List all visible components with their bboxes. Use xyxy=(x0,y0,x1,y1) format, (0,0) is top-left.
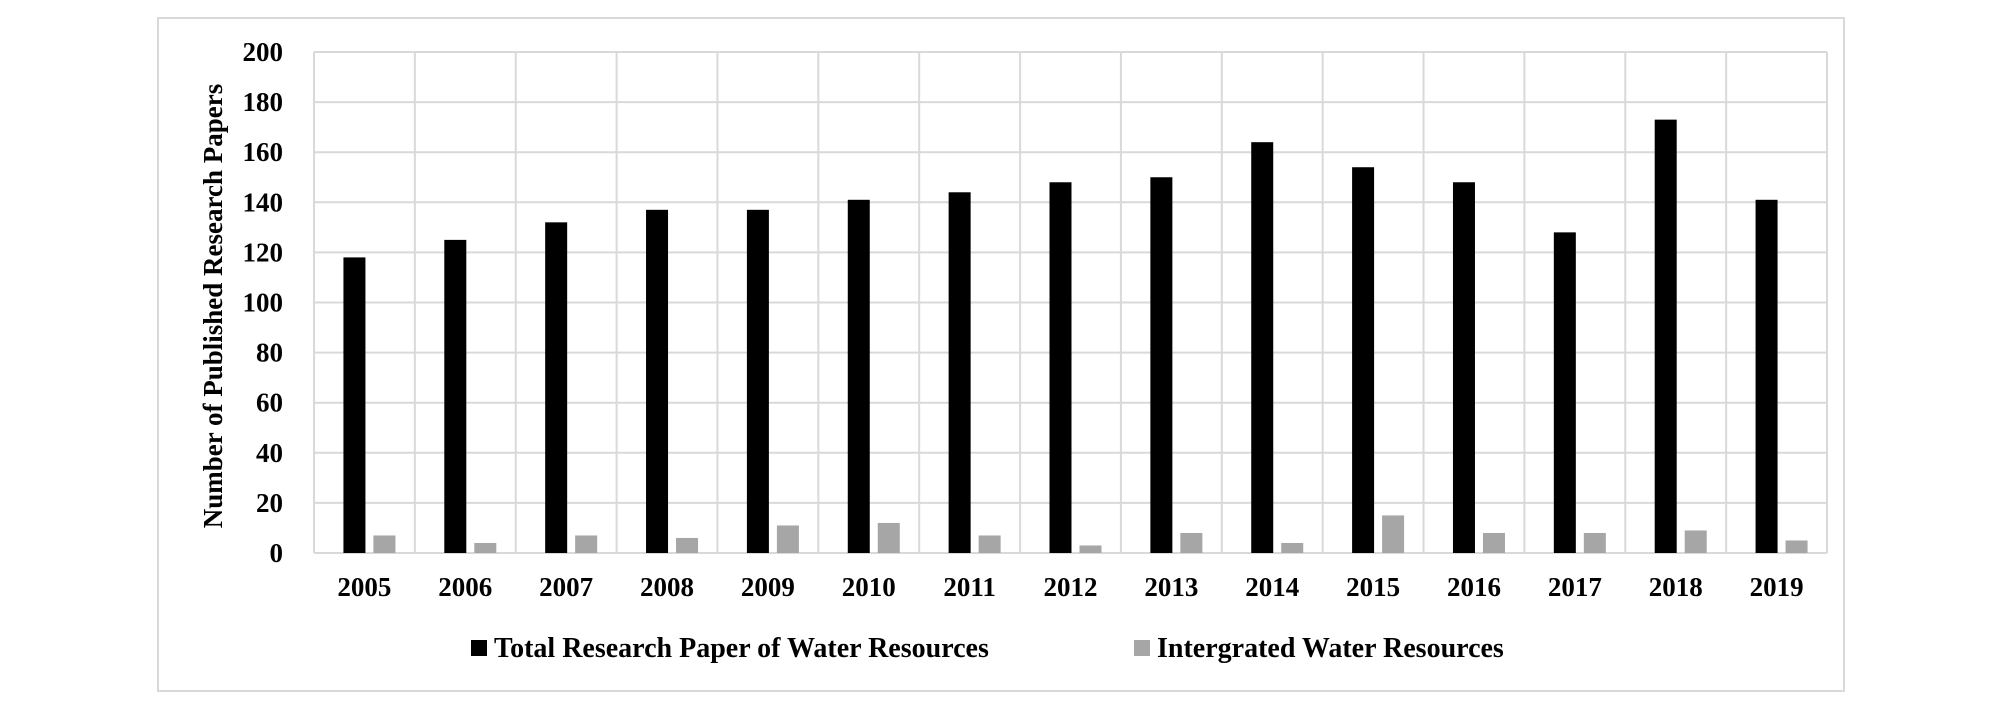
y-tick-label: 40 xyxy=(256,438,283,468)
x-tick-label: 2011 xyxy=(943,572,996,602)
y-tick-label: 200 xyxy=(243,37,284,67)
y-tick-label: 120 xyxy=(243,237,284,267)
x-tick-label: 2013 xyxy=(1144,572,1198,602)
y-tick-label: 160 xyxy=(243,137,284,167)
bar-integrated-2011 xyxy=(978,535,1001,553)
bar-total-2007 xyxy=(545,222,568,553)
bar-integrated-2014 xyxy=(1281,542,1304,553)
bar-total-2010 xyxy=(847,199,870,554)
legend-swatch xyxy=(1134,640,1150,656)
y-tick-label: 80 xyxy=(256,338,283,368)
x-tick-label: 2010 xyxy=(842,572,896,602)
x-tick-label: 2009 xyxy=(741,572,795,602)
bar-total-2017 xyxy=(1553,232,1576,554)
y-tick-label: 100 xyxy=(243,288,284,318)
bar-integrated-2009 xyxy=(776,525,799,553)
x-tick-label: 2008 xyxy=(640,572,694,602)
bar-total-2013 xyxy=(1150,177,1173,553)
x-tick-label: 2005 xyxy=(337,572,391,602)
legend-label: Total Research Paper of Water Resources xyxy=(494,633,989,664)
y-tick-label: 20 xyxy=(256,488,283,518)
bar-integrated-2018 xyxy=(1684,530,1707,553)
bar-integrated-2010 xyxy=(877,522,900,553)
x-tick-label: 2018 xyxy=(1649,572,1703,602)
bars xyxy=(343,119,1808,554)
bar-total-2014 xyxy=(1251,142,1274,553)
y-tick-label: 0 xyxy=(270,538,284,568)
y-tick-label: 180 xyxy=(243,87,284,117)
legend: Total Research Paper of Water Resources I… xyxy=(471,633,1504,664)
bar-total-2018 xyxy=(1654,119,1677,553)
bar-integrated-2005 xyxy=(373,535,396,553)
x-tick-label: 2016 xyxy=(1447,572,1501,602)
x-axis-ticks: 2005 2006 2007 2008 2009 2010 2011 2012 2013 2014… xyxy=(337,572,1803,602)
bar-total-2019 xyxy=(1755,199,1778,554)
x-tick-label: 2015 xyxy=(1346,572,1400,602)
x-tick-label: 2012 xyxy=(1044,572,1098,602)
bar-total-2005 xyxy=(343,257,366,553)
y-axis-title: Number of Published Research Papers xyxy=(198,84,228,529)
y-axis-ticks: 0 20 40 60 80 100 120 140 160 180 200 xyxy=(243,37,284,568)
legend-swatch xyxy=(471,640,487,656)
x-tick-label: 2019 xyxy=(1750,572,1804,602)
x-tick-label: 2014 xyxy=(1245,572,1299,602)
bar-total-2008 xyxy=(646,209,669,553)
bar-integrated-2012 xyxy=(1079,545,1102,553)
y-tick-label: 140 xyxy=(243,187,284,217)
bar-total-2011 xyxy=(948,192,971,553)
bar-integrated-2013 xyxy=(1180,532,1203,553)
x-tick-label: 2006 xyxy=(438,572,492,602)
bar-total-2012 xyxy=(1049,182,1072,553)
bar-integrated-2019 xyxy=(1785,540,1808,553)
bar-integrated-2008 xyxy=(676,537,699,553)
x-tick-label: 2007 xyxy=(539,572,593,602)
x-tick-label: 2017 xyxy=(1548,572,1602,602)
bar-total-2009 xyxy=(746,209,769,553)
bar-total-2016 xyxy=(1452,182,1475,553)
bar-integrated-2016 xyxy=(1482,532,1505,553)
bar-integrated-2007 xyxy=(575,535,598,553)
bar-integrated-2006 xyxy=(474,542,497,553)
y-tick-label: 60 xyxy=(256,388,283,418)
bar-integrated-2017 xyxy=(1583,532,1606,553)
bar-integrated-2015 xyxy=(1382,515,1405,553)
bar-total-2015 xyxy=(1352,167,1375,554)
legend-label: Intergrated Water Resources xyxy=(1157,633,1504,664)
bar-total-2006 xyxy=(444,239,467,553)
